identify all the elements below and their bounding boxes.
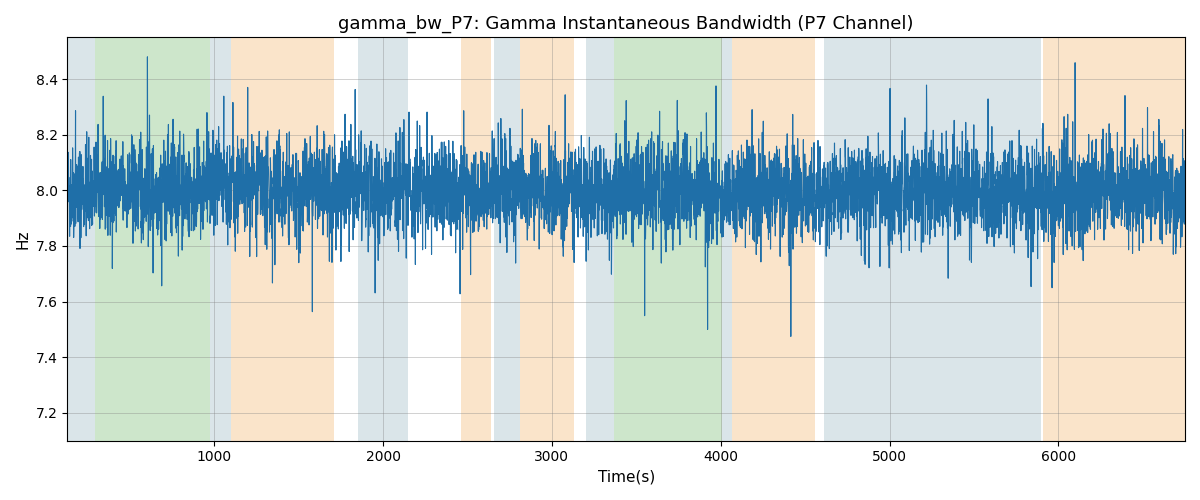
- Bar: [461, 38, 491, 440]
- Bar: [1043, 38, 1186, 440]
- Bar: [823, 38, 1042, 440]
- Bar: [232, 38, 334, 440]
- Bar: [614, 38, 722, 440]
- Bar: [732, 38, 815, 440]
- Bar: [358, 38, 408, 440]
- Bar: [95, 38, 210, 440]
- Bar: [586, 38, 614, 440]
- Bar: [67, 38, 95, 440]
- Bar: [210, 38, 232, 440]
- X-axis label: Time(s): Time(s): [598, 470, 655, 485]
- Bar: [722, 38, 732, 440]
- Bar: [520, 38, 574, 440]
- Title: gamma_bw_P7: Gamma Instantaneous Bandwidth (P7 Channel): gamma_bw_P7: Gamma Instantaneous Bandwid…: [338, 15, 914, 34]
- Y-axis label: Hz: Hz: [16, 230, 30, 249]
- Bar: [494, 38, 520, 440]
